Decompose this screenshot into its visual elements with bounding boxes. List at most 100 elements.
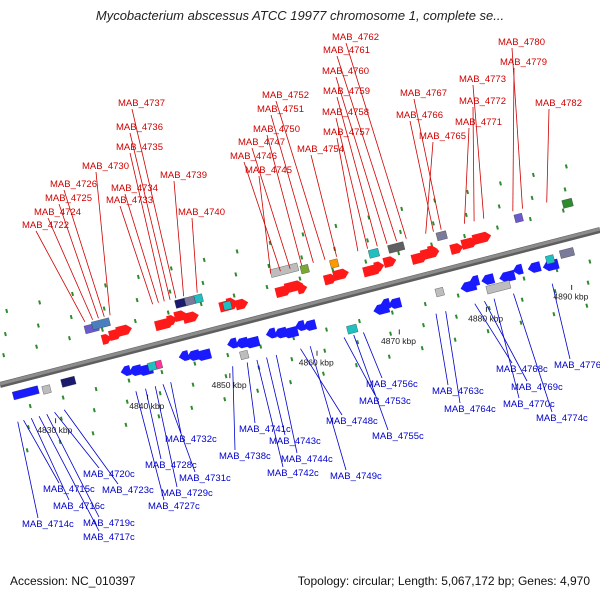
- forward-strand-genes: [83, 197, 574, 345]
- track-marker: [201, 280, 205, 286]
- reverse-leader-line: [474, 303, 513, 364]
- forward-gene-label: MAB_4751: [257, 104, 304, 115]
- forward-gene-label: MAB_4765: [419, 131, 466, 142]
- track-marker: [157, 414, 161, 419]
- forward-leader-line: [336, 137, 359, 252]
- track-marker: [530, 195, 534, 201]
- track-marker: [68, 335, 71, 341]
- reverse-gene-arrow: [303, 319, 318, 331]
- map-title: Mycobacterium abscessus ATCC 19977 chrom…: [95, 8, 505, 23]
- forward-gene-block: [222, 300, 233, 311]
- reverse-leader-line: [484, 300, 528, 382]
- forward-gene-label: MAB_4747: [238, 137, 285, 148]
- forward-leader-line: [243, 161, 281, 272]
- reverse-leader-line: [232, 366, 236, 451]
- forward-leader-line: [546, 108, 550, 203]
- forward-gene-block: [367, 247, 380, 259]
- forward-leader-line: [310, 154, 338, 257]
- track-marker: [91, 431, 95, 436]
- track-marker: [499, 181, 502, 186]
- track-marker: [160, 369, 164, 375]
- track-marker: [28, 403, 32, 409]
- track-marker: [103, 283, 107, 288]
- reverse-leader-line: [435, 313, 449, 386]
- reverse-leader-line: [300, 348, 343, 416]
- track-marker: [486, 329, 490, 334]
- forward-leader-line: [131, 108, 177, 299]
- track-marker: [289, 380, 293, 385]
- track-marker: [454, 314, 458, 319]
- forward-gene-label: MAB_4758: [322, 107, 369, 118]
- reverse-gene-arrow: [294, 320, 306, 331]
- forward-gene-block: [269, 262, 300, 278]
- feature-tracks: [2, 164, 592, 453]
- reverse-gene-arrow: [380, 298, 392, 309]
- reverse-leader-line: [343, 337, 376, 396]
- forward-leader-line: [275, 100, 326, 260]
- forward-leader-line: [413, 98, 442, 230]
- forward-gene-arrow: [449, 243, 464, 255]
- track-marker: [35, 344, 39, 349]
- forward-leader-line: [511, 47, 523, 209]
- reverse-leader-line: [23, 420, 60, 484]
- forward-gene-label: MAB_4773: [459, 74, 506, 85]
- forward-leader-line: [124, 193, 159, 303]
- track-marker: [464, 212, 468, 218]
- forward-gene-label: MAB_4736: [116, 122, 163, 133]
- forward-gene-arrow: [373, 261, 385, 273]
- forward-leader-line: [173, 180, 185, 297]
- track-marker: [323, 348, 327, 353]
- forward-gene-block: [329, 258, 340, 269]
- track-marker: [522, 276, 526, 281]
- kbp-tick-label: 4860 kbp: [299, 357, 334, 367]
- forward-leader-line: [472, 106, 475, 222]
- forward-gene-arrow: [166, 315, 178, 326]
- track-marker: [168, 289, 172, 294]
- reverse-gene-arrow: [282, 325, 300, 339]
- forward-gene-label: MAB_4782: [535, 98, 582, 109]
- forward-gene-arrow: [100, 333, 112, 345]
- track-marker: [588, 259, 592, 264]
- reverse-gene-block: [41, 384, 52, 395]
- track-marker: [102, 306, 106, 311]
- track-marker: [94, 386, 98, 392]
- forward-leader-line: [47, 217, 93, 320]
- reverse-gene-arrow: [469, 275, 481, 286]
- track-marker: [199, 301, 203, 307]
- reverse-gene-label: MAB_4714c: [22, 519, 74, 530]
- reverse-gene-block: [154, 359, 164, 370]
- track-marker: [300, 255, 304, 260]
- reverse-leader-line: [162, 384, 196, 473]
- reverse-gene-label: MAB_4744c: [281, 454, 333, 465]
- reverse-gene-block: [12, 385, 40, 401]
- reverse-leader-line: [170, 382, 182, 434]
- forward-gene-label: MAB_4780: [498, 37, 545, 48]
- track-marker: [71, 291, 75, 297]
- reverse-gene-block: [545, 254, 556, 265]
- forward-leader-line: [251, 147, 291, 269]
- track-marker: [226, 352, 230, 358]
- track-marker: [235, 249, 239, 254]
- track-marker: [389, 331, 393, 336]
- reverse-gene-label: MAB_4728c: [145, 460, 197, 471]
- reverse-gene-arrow: [120, 365, 132, 377]
- forward-leader-line: [191, 217, 198, 293]
- forward-leader-line: [472, 84, 485, 219]
- reverse-gene-label: MAB_4770c: [503, 399, 555, 410]
- reverse-gene-arrow: [527, 261, 542, 273]
- track-marker: [191, 382, 195, 387]
- track-marker: [127, 378, 131, 383]
- reverse-gene-label: MAB_4720c: [83, 469, 135, 480]
- reverse-leader-line: [309, 346, 347, 471]
- reverse-gene-label: MAB_4738c: [219, 451, 271, 462]
- reverse-leader-line: [266, 357, 286, 436]
- track-marker: [265, 284, 269, 290]
- forward-gene-label: MAB_4767: [400, 88, 447, 99]
- track-marker: [25, 448, 29, 453]
- track-marker: [520, 297, 524, 302]
- track-marker: [100, 327, 104, 332]
- track-marker: [38, 300, 42, 305]
- forward-gene-label: MAB_4779: [500, 57, 547, 68]
- forward-gene-label: MAB_4735: [116, 142, 163, 153]
